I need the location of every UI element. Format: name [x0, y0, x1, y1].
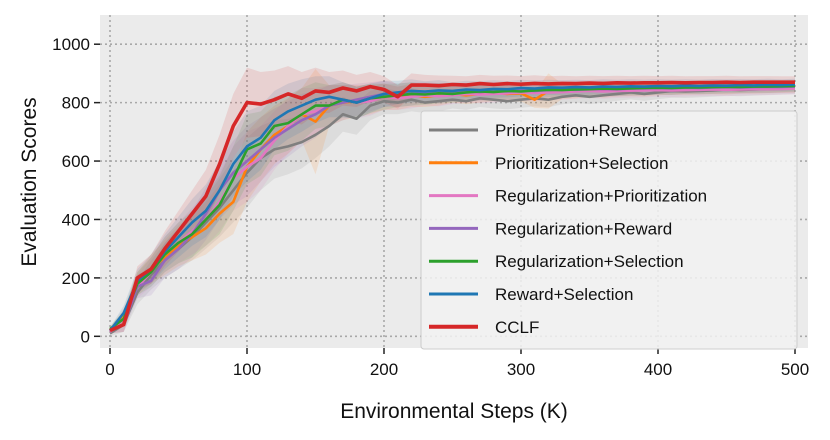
x-axis-title: Environmental Steps (K)	[340, 400, 568, 423]
series-line	[109, 84, 796, 331]
legend: Prioritization+Reward Prioritization+Sele…	[420, 110, 798, 350]
y-tick-label: 800	[62, 94, 90, 113]
x-tick-label: 100	[233, 360, 261, 379]
series-lines	[108, 80, 796, 335]
legend-label: CCLF	[495, 318, 539, 337]
confidence-band	[110, 76, 795, 334]
y-tick-label: 200	[62, 269, 90, 288]
legend-box	[420, 110, 798, 350]
confidence-band	[110, 82, 795, 337]
confidence-band	[110, 80, 795, 334]
legend-label: Reward+Selection	[495, 285, 633, 304]
confidence-band	[110, 82, 795, 335]
x-tick-label: 300	[507, 360, 535, 379]
legend-label: Regularization+Prioritization	[495, 187, 707, 206]
legend-label: Regularization+Selection	[495, 252, 684, 271]
x-tick-label: 400	[644, 360, 672, 379]
confidence-band	[110, 80, 795, 332]
y-tick-label: 1000	[52, 35, 90, 54]
legend-label: Prioritization+Selection	[495, 154, 668, 173]
x-tick-label: 0	[105, 360, 114, 379]
y-tick-label: 0	[81, 327, 90, 346]
y-tick-label: 400	[62, 210, 90, 229]
legend-label: Prioritization+Reward	[495, 121, 657, 140]
series-line	[109, 80, 795, 333]
y-axis-title: Evaluation Scores	[18, 97, 41, 266]
x-tick-label: 500	[781, 360, 809, 379]
x-tick-label: 200	[370, 360, 398, 379]
legend-label: Regularization+Reward	[495, 219, 672, 238]
series-line	[108, 83, 796, 332]
axes: 0 100 200 300 400 500 0 200 400 600 800 1000	[52, 35, 809, 379]
y-tick-label: 600	[62, 152, 90, 171]
